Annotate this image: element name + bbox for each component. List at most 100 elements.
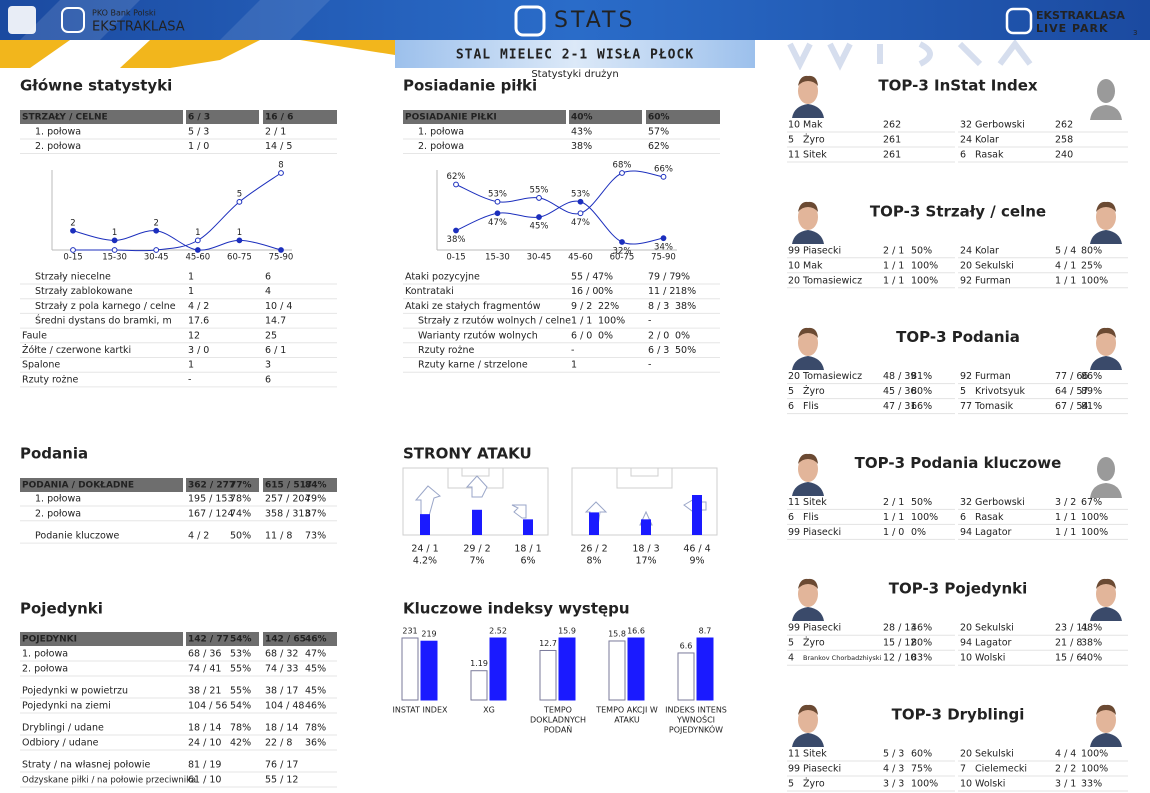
table-cell: Żyro [803,135,825,146]
table-cell: 45% [305,686,326,697]
table-cell: Straty / na własnej połowie [22,760,150,771]
table-cell: 57% [648,127,669,138]
table-cell: 20 [960,749,972,760]
table-cell: Strzały z pola karnego / celne [35,301,176,312]
table-cell: 2 / 1 [883,497,904,508]
point [494,210,501,217]
table-cell: Faule [22,330,47,341]
table-cell: 80% [911,638,932,649]
bar-label: 4.2% [413,556,437,567]
table-cell: 100% [911,512,938,523]
table-cell: Tomasiewicz [802,275,862,286]
page-number: 3 [1133,29,1137,37]
table-header-bg [263,110,337,124]
table-cell: 99 [788,245,800,256]
table-cell: Rasak [975,512,1004,523]
table-cell: Żyro [803,386,825,397]
table-cell: Pojedynki w powietrzu [22,686,128,697]
table-cell: Mak [803,120,823,131]
table-cell: 10 [788,260,800,271]
bar [692,495,702,535]
table-cell: 55% [230,686,251,697]
table-cell: 50% [675,345,696,356]
table-header-cell: 60% [648,113,670,123]
point [70,247,76,253]
table-cell: 5 [788,386,794,397]
bar-label: 29 / 2 [463,544,490,555]
table-cell: 257 / 204 [265,494,311,505]
table-cell: 4 / 4 [1055,749,1076,760]
player-photo [1088,196,1124,244]
table-cell: 262 [1055,120,1073,131]
table-cell: 92 [960,371,972,382]
table-cell: 46% [911,623,932,634]
x-tick-label: 60-75 [610,253,635,263]
point [577,198,584,205]
point [619,239,625,245]
table-cell: 48% [1081,623,1102,634]
table-cell: 1 / 1 [883,275,904,286]
bar [489,637,507,701]
table-cell: Rzuty rożne [418,345,474,356]
table-header-cell: 362 / 277 [188,481,235,491]
data-label: 55% [530,185,549,195]
data-label: 45% [530,222,549,232]
table-cell: 261 [883,135,901,146]
table-cell: 7% [598,272,613,283]
data-label: 1.19 [470,659,488,668]
table-cell: 74 / 41 [188,664,221,675]
point [536,214,542,220]
point [111,237,118,244]
table-cell: Wolski [975,653,1005,664]
table-cell: 5 / 3 [188,127,209,138]
table-header-bg [186,110,259,124]
table-header-bg [186,632,259,646]
table-cell: 74 / 33 [265,664,298,675]
table-cell: Furman [975,275,1011,286]
table-cell: Strzały niecelne [35,272,111,283]
point [577,210,584,217]
table-cell: 1 / 1 [1055,527,1076,538]
index-label: DOKLADNYCH [530,716,586,725]
table-cell: 15 / 12 [883,638,916,649]
table-cell: Sekulski [975,260,1014,271]
data-label: 15.8 [608,629,626,638]
table-cell: 6 / 1 [265,345,286,356]
table-cell: 9 / 2 [571,301,592,312]
player-photo [790,322,826,370]
table-cell: 2 / 1 [265,127,286,138]
table-cell: 74% [230,508,251,519]
line [455,200,664,245]
section-title: Kluczowe indeksy występu [403,600,630,618]
table-cell: 1 [571,360,577,371]
table-cell: 55 / 12 [265,775,298,786]
table-cell: 14 / 5 [265,141,292,152]
line [455,170,664,215]
table-cell: 89% [1081,386,1102,397]
index-label: POJEDYNKÓW [669,724,723,735]
table-header-cell: 615 / 517 [265,481,312,491]
table-cell: 78% [305,723,326,734]
point [660,235,667,242]
table-header-cell: 84% [305,481,327,491]
player-photo [790,699,826,747]
table-cell: 7 [960,764,966,775]
point [619,170,625,176]
point [660,173,667,180]
table-cell: 54% [230,701,251,712]
table-cell: 100% [598,316,625,327]
table-cell: 1 / 0 [188,141,209,152]
table-cell: 2. połowa [418,141,464,152]
table-cell: 55% [230,664,251,675]
table-cell: 73% [305,531,326,542]
bar-label: 17% [635,556,656,567]
table-cell: 38% [571,141,592,152]
decor [300,40,395,55]
table-cell: 2 / 1 [883,245,904,256]
data-label: 231 [402,627,417,636]
table-cell: Sitek [803,749,827,760]
player-photo [790,70,826,118]
live-brand: LIVE PARK [1036,22,1109,35]
table-cell: 100% [1081,527,1108,538]
